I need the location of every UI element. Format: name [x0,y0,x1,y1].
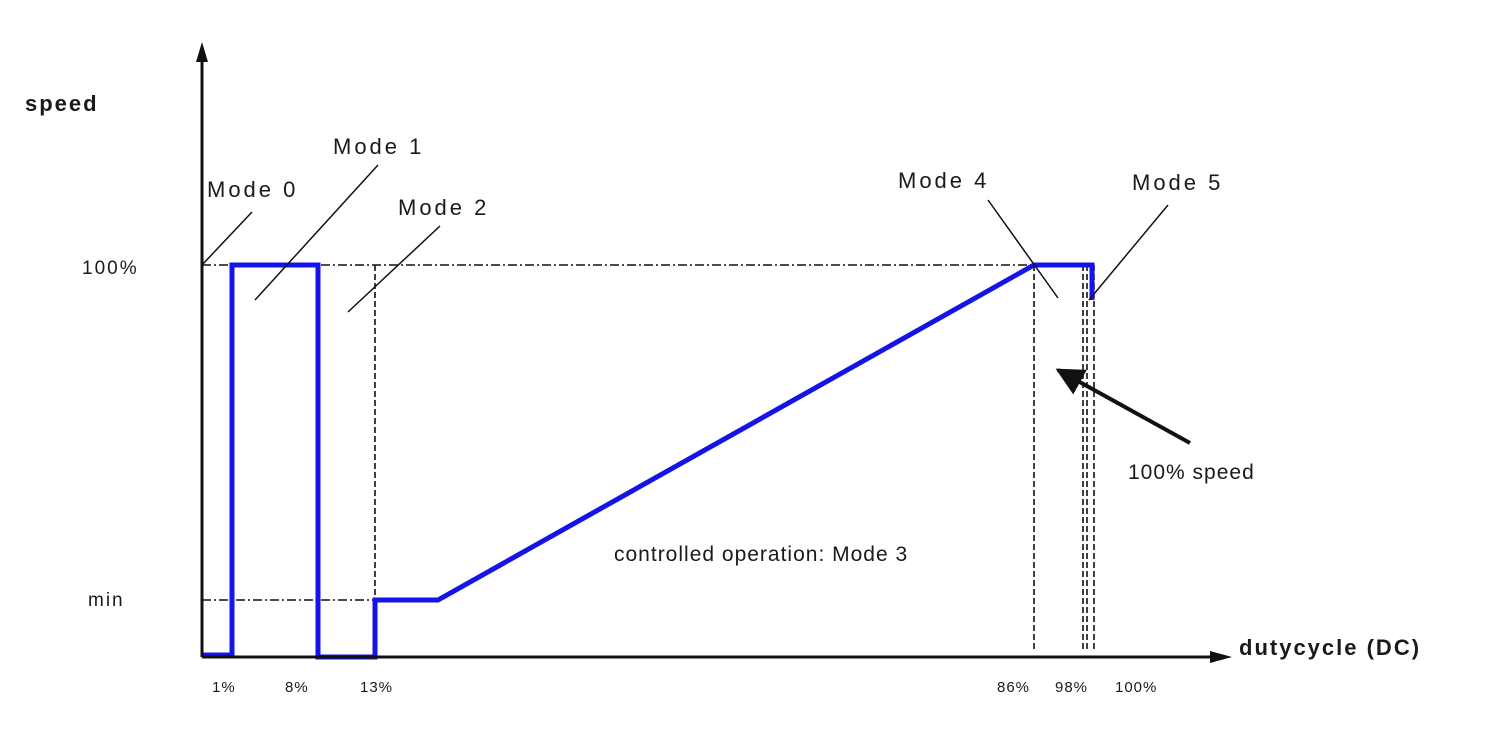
x-tick-98-percent: 98% [1055,679,1088,696]
mode-2-leader [347,225,441,313]
x-tick-8-percent: 8% [285,679,309,696]
x-axis-title: dutycycle (DC) [1239,635,1421,660]
full-speed-label: 100% speed [1128,461,1255,484]
x-tick-100-percent: 100% [1115,679,1157,696]
mode-1-label: Mode 1 [333,134,424,159]
y-axis-title: speed [25,91,99,116]
y-tick-100-percent: 100% [82,258,139,279]
mode-2-label: Mode 2 [398,195,489,220]
leader-lines [201,164,1169,313]
mode-3-label: controlled operation: Mode 3 [614,543,908,566]
axes [196,42,1232,663]
mode-4-label: Mode 4 [898,168,989,193]
x-tick-86-percent: 86% [997,679,1030,696]
full-speed-arrow-icon [1055,368,1191,445]
reference-lines [202,264,1095,657]
mode-5-label: Mode 5 [1132,170,1223,195]
y-tick-min: min [88,590,125,611]
mode-5-leader [1088,204,1169,301]
mode-0-label: Mode 0 [207,177,298,202]
x-tick-13-percent: 13% [360,679,393,696]
x-axis-arrow-icon [1210,651,1232,663]
mode-0-leader [201,211,253,266]
mode-1-leader [254,164,379,301]
mode-4-leader [987,199,1059,299]
x-tick-1-percent: 1% [212,679,236,696]
y-axis-arrow-icon [196,42,208,62]
speed-curve [202,262,1095,660]
